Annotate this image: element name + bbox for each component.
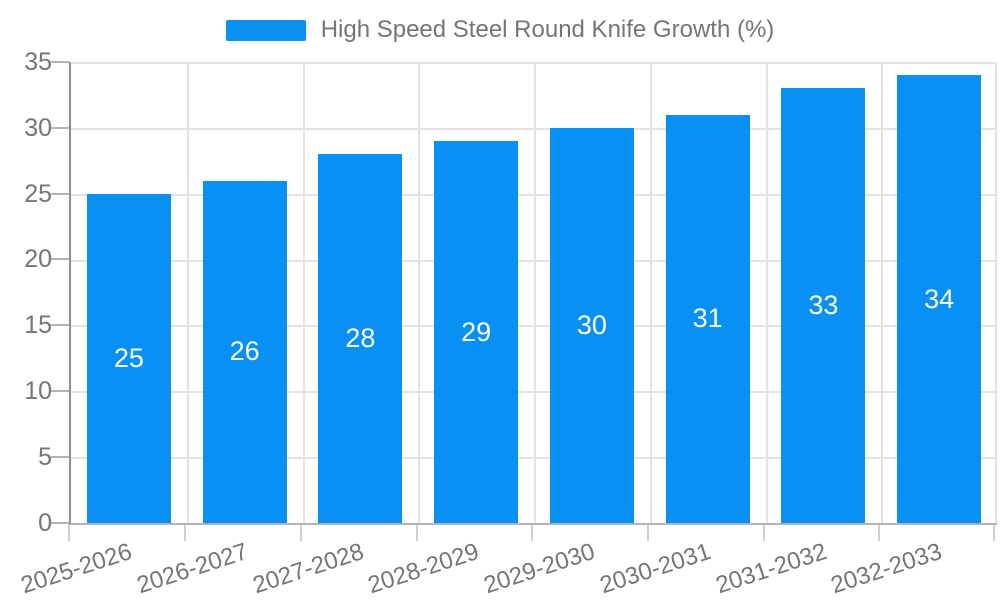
bar-slot: 25 <box>71 62 187 523</box>
gridline-v <box>418 62 421 523</box>
plot-area: 25 26 28 29 30 <box>69 62 997 525</box>
bar-slot: 26 <box>187 62 303 523</box>
y-tick-label: 20 <box>24 245 52 273</box>
bar-slot: 28 <box>303 62 419 523</box>
bar-value-label: 30 <box>576 309 607 340</box>
x-label-slot: 2032-2033 <box>828 525 995 599</box>
bar-slot: 29 <box>418 62 534 523</box>
x-tick-label: 2025-2026 <box>17 538 136 600</box>
gridline-v <box>186 62 189 523</box>
bar[interactable]: 25 <box>86 193 171 523</box>
legend-label: High Speed Steel Round Knife Growth (%) <box>320 16 775 43</box>
gridline-v <box>995 62 997 523</box>
legend[interactable]: High Speed Steel Round Knife Growth (%) <box>0 16 1000 44</box>
bar[interactable]: 26 <box>202 180 287 523</box>
y-tick-label: 35 <box>24 48 52 76</box>
bar[interactable]: 34 <box>897 75 982 523</box>
y-tick-mark <box>51 193 69 195</box>
bar-slot: 30 <box>534 62 650 523</box>
x-tick-mark <box>68 523 70 541</box>
y-tick-label: 0 <box>38 509 52 537</box>
x-tick-mark <box>531 523 533 541</box>
y-tick-label: 10 <box>24 377 52 405</box>
x-tick-mark <box>763 523 765 541</box>
gridline-v <box>765 62 768 523</box>
legend-swatch <box>225 19 306 41</box>
bar-value-label: 28 <box>345 323 376 354</box>
y-tick-mark <box>51 258 69 260</box>
y-tick-mark <box>51 390 69 392</box>
y-tick-label: 30 <box>24 114 52 142</box>
bar-value-label: 31 <box>692 303 723 334</box>
y-tick-mark <box>51 127 69 129</box>
bar[interactable]: 29 <box>434 141 519 523</box>
x-tick-mark <box>647 523 649 541</box>
bar-slot: 34 <box>881 62 997 523</box>
bar-value-label: 26 <box>229 336 260 367</box>
bar[interactable]: 33 <box>781 88 866 523</box>
x-tick-mark <box>878 523 880 541</box>
gridline-v <box>881 62 884 523</box>
y-tick-label: 5 <box>38 443 52 471</box>
bar-value-label: 33 <box>808 290 839 321</box>
bar-value-label: 34 <box>924 283 955 314</box>
gridline-v <box>302 62 305 523</box>
gridline-v <box>534 62 536 523</box>
x-axis-labels: 2025-2026 2026-2027 2027-2028 2028-2029 … <box>18 525 995 599</box>
bar-value-label: 25 <box>113 342 144 373</box>
bar[interactable]: 31 <box>665 114 750 523</box>
x-tick-mark <box>993 523 995 541</box>
y-tick-mark <box>51 61 69 63</box>
bar-slot: 33 <box>766 62 882 523</box>
x-tick-mark <box>300 523 302 541</box>
y-tick-mark <box>51 324 69 326</box>
x-tick-mark <box>416 523 418 541</box>
y-tick-label: 15 <box>24 311 52 339</box>
bar[interactable]: 28 <box>318 154 403 523</box>
bar-value-label: 29 <box>461 316 492 347</box>
bar-series: 25 26 28 29 30 <box>71 62 997 523</box>
bar-slot: 31 <box>650 62 766 523</box>
x-tick-mark <box>184 523 186 541</box>
bar[interactable]: 30 <box>549 127 634 523</box>
y-tick-mark <box>51 522 69 524</box>
gridline-v <box>649 62 652 523</box>
y-tick-label: 25 <box>24 180 52 208</box>
y-tick-mark <box>51 456 69 458</box>
